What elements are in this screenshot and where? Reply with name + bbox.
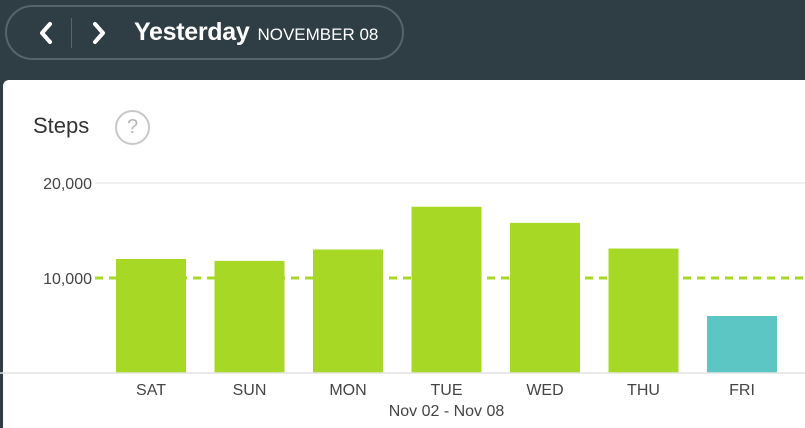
date-label: NOVEMBER 08 <box>257 24 379 44</box>
chevron-right-icon <box>93 21 105 44</box>
next-day-button[interactable] <box>84 13 114 53</box>
help-glyph: ? <box>126 116 139 138</box>
previous-day-button[interactable] <box>31 13 61 53</box>
nav-separator <box>71 17 72 48</box>
steps-card: Steps ? <box>3 80 805 428</box>
card-title: Steps <box>33 113 90 138</box>
chevron-left-icon <box>40 21 52 44</box>
date-navigator: Yesterday NOVEMBER 08 <box>5 5 404 60</box>
question-mark-icon[interactable]: ? <box>115 110 150 145</box>
page-title: Yesterday <box>134 18 250 46</box>
